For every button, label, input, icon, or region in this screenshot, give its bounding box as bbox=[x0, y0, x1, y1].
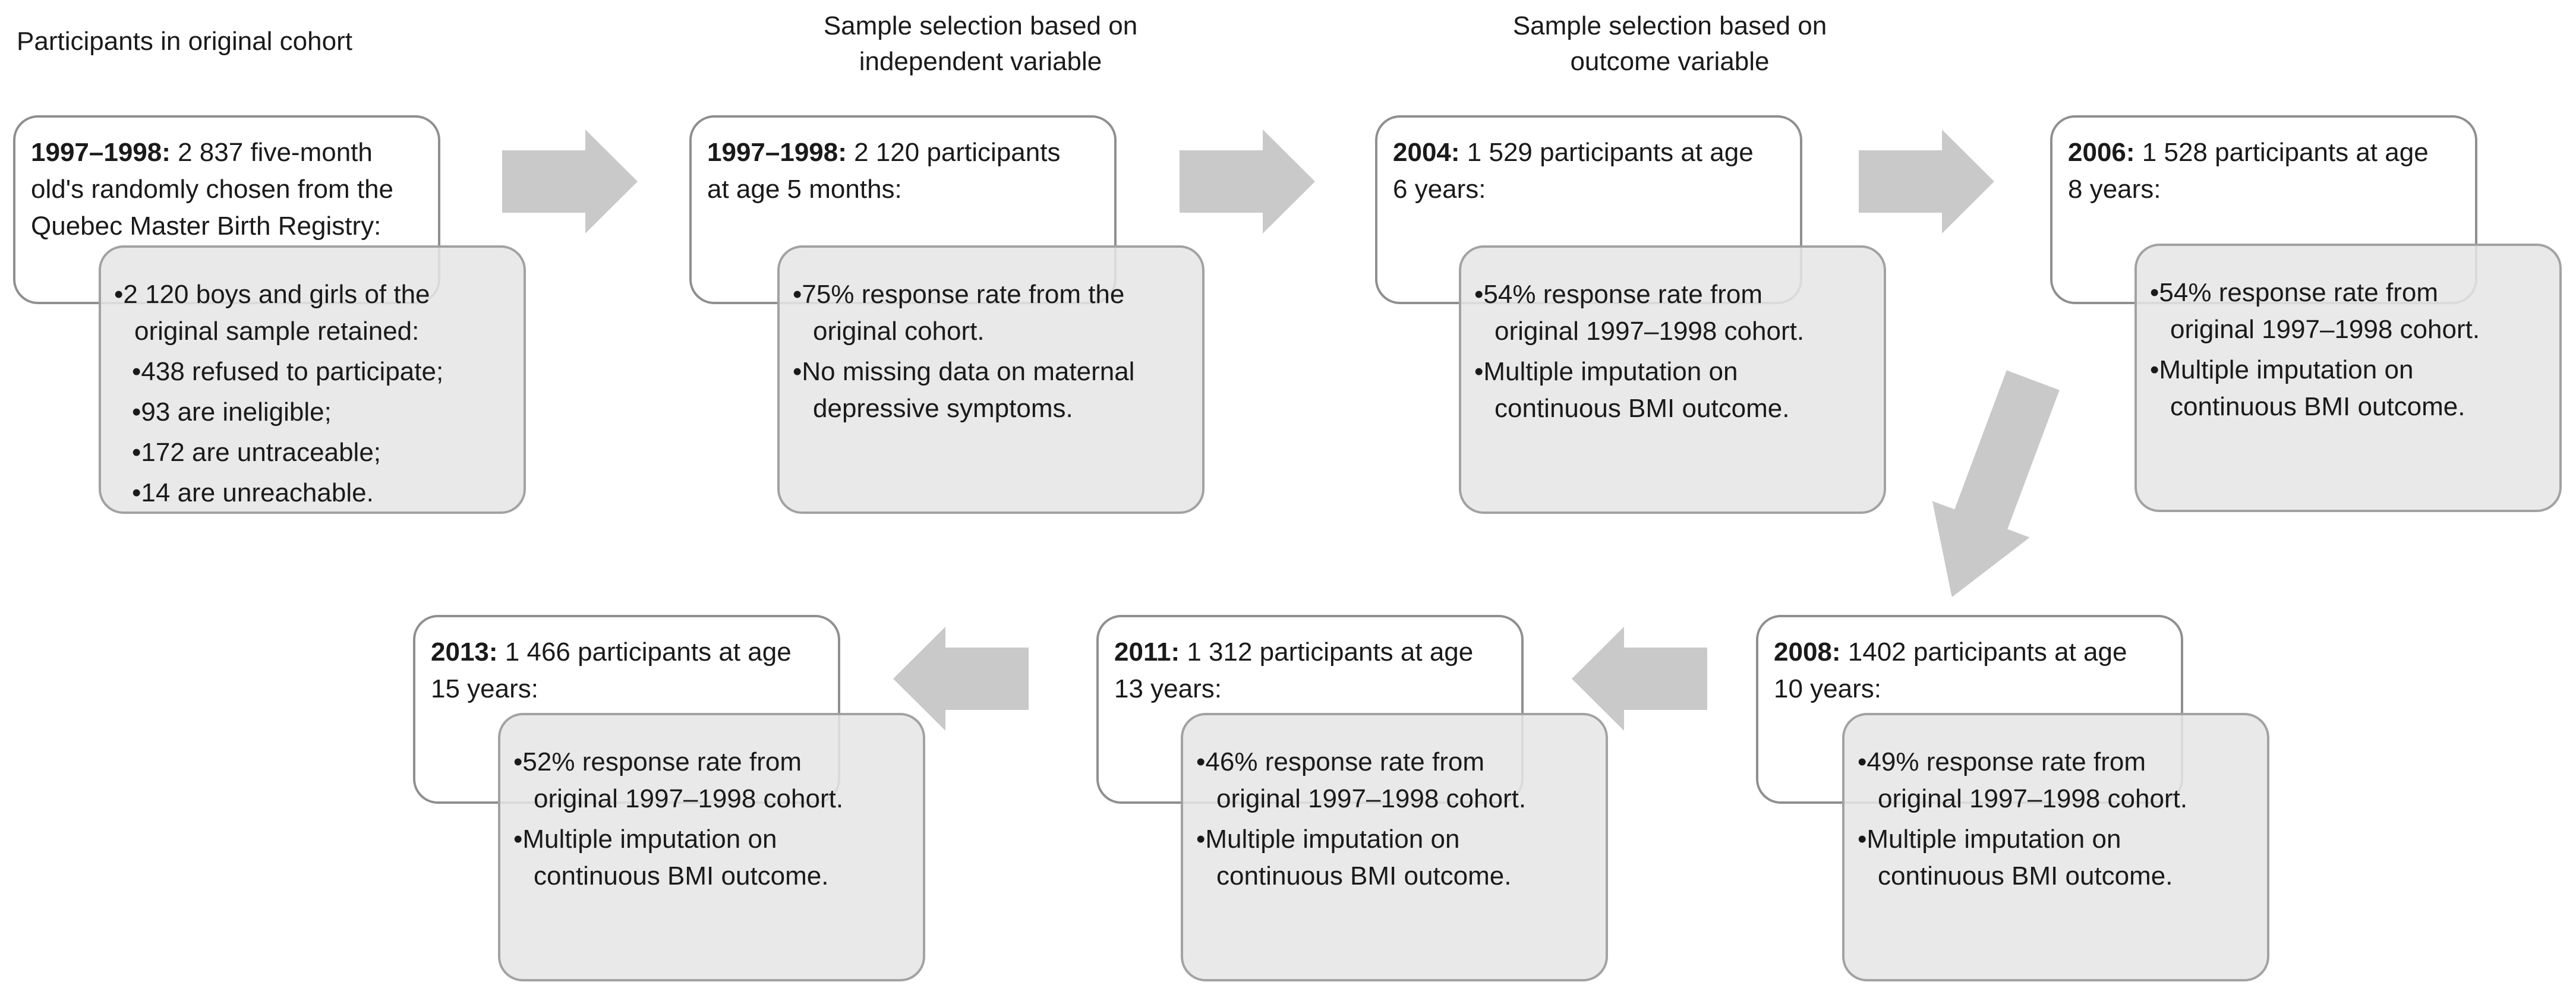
stage-description: 1 528 participants at age 8 years: bbox=[2068, 138, 2429, 204]
stage-text: 2006: 1 528 participants at age 8 years: bbox=[2052, 118, 2475, 208]
bullet-item: •75% response rate from the original coh… bbox=[793, 280, 1125, 346]
stage-text: 1997–1998: 2 837 five-month old's random… bbox=[15, 118, 438, 245]
bullet-item: •Multiple imputation on continuous BMI o… bbox=[513, 825, 829, 891]
bullet-item: •49% response rate from original 1997–19… bbox=[1858, 747, 2188, 813]
column-header-outcome-variable: Sample selection based on outcome variab… bbox=[1512, 11, 1827, 76]
stage-year-label: 1997–1998: bbox=[31, 138, 171, 167]
stage-text: 2013: 1 466 participants at age 15 years… bbox=[415, 617, 838, 708]
stage-year-label: 2013: bbox=[431, 637, 498, 667]
flow-arrow-right-icon bbox=[1859, 130, 1994, 233]
column-header-independent-variable: Sample selection based on independent va… bbox=[823, 11, 1138, 76]
flow-arrow-diagonal-icon bbox=[1903, 362, 2082, 615]
stage-description: 1402 participants at age 10 years: bbox=[1774, 637, 2127, 703]
flow-arrow-left-icon bbox=[1572, 627, 1707, 731]
stage-description: 1 466 participants at age 15 years: bbox=[431, 637, 792, 703]
stage-year-label: 2006: bbox=[2068, 138, 2135, 167]
stage-year-label: 1997–1998: bbox=[707, 138, 847, 167]
stage-year-label: 2004: bbox=[1393, 138, 1460, 167]
bullet-item: •172 are untraceable; bbox=[132, 438, 381, 467]
bullet-item: •Multiple imputation on continuous BMI o… bbox=[2150, 355, 2465, 421]
stage-details-box-2013: •52% response rate from original 1997–19… bbox=[498, 713, 925, 981]
stage-description: 2 837 five-month old's randomly chosen f… bbox=[31, 138, 394, 241]
bullet-item: •93 are ineligible; bbox=[132, 397, 332, 427]
stage-text: 2004: 1 529 participants at age 6 years: bbox=[1377, 118, 1800, 208]
stage-description: 1 529 participants at age 6 years: bbox=[1393, 138, 1754, 204]
bullet-item: •438 refused to participate; bbox=[132, 357, 444, 386]
stage-text: 2011: 1 312 participants at age 13 years… bbox=[1099, 617, 1521, 708]
flow-arrow-right-icon bbox=[502, 130, 638, 233]
stage-details-box-2011: •46% response rate from original 1997–19… bbox=[1181, 713, 1608, 981]
stage-details-box-2008: •49% response rate from original 1997–19… bbox=[1842, 713, 2269, 981]
stage-details-box-1997-5-months: •75% response rate from the original coh… bbox=[777, 245, 1205, 514]
bullet-item: •Multiple imputation on continuous BMI o… bbox=[1474, 357, 1790, 423]
stage-details-box-2006: •54% response rate from original 1997–19… bbox=[2134, 244, 2562, 512]
bullet-item: •Multiple imputation on continuous BMI o… bbox=[1858, 825, 2173, 891]
stage-description: 1 312 participants at age 13 years: bbox=[1114, 637, 1474, 703]
bullet-item: •No missing data on maternal depressive … bbox=[793, 357, 1135, 423]
stage-year-label: 2011: bbox=[1114, 637, 1180, 667]
bullet-item: •54% response rate from original 1997–19… bbox=[2150, 278, 2480, 344]
stage-description: 2 120 participants at age 5 months: bbox=[707, 138, 1061, 204]
stage-text: 2008: 1402 participants at age 10 years: bbox=[1758, 617, 2181, 708]
flow-arrow-left-icon bbox=[893, 627, 1029, 731]
column-header-original-cohort: Participants in original cohort bbox=[17, 27, 352, 56]
bullet-item: •Multiple imputation on continuous BMI o… bbox=[1196, 825, 1512, 891]
stage-text: 1997–1998: 2 120 participants at age 5 m… bbox=[692, 118, 1114, 208]
stage-year-label: 2008: bbox=[1774, 637, 1841, 667]
flow-arrow-right-icon bbox=[1180, 130, 1315, 233]
bullet-item: •46% response rate from original 1997–19… bbox=[1196, 747, 1527, 813]
bullet-item: •14 are unreachable. bbox=[132, 478, 374, 507]
stage-details-box-2004: •54% response rate from original 1997–19… bbox=[1459, 245, 1886, 514]
bullet-item: •52% response rate from original 1997–19… bbox=[513, 747, 844, 813]
bullet-item: •2 120 boys and girls of the original sa… bbox=[114, 280, 430, 346]
stage-details-box-1997-cohort: •2 120 boys and girls of the original sa… bbox=[99, 245, 526, 514]
bullet-item: •54% response rate from original 1997–19… bbox=[1474, 280, 1805, 346]
